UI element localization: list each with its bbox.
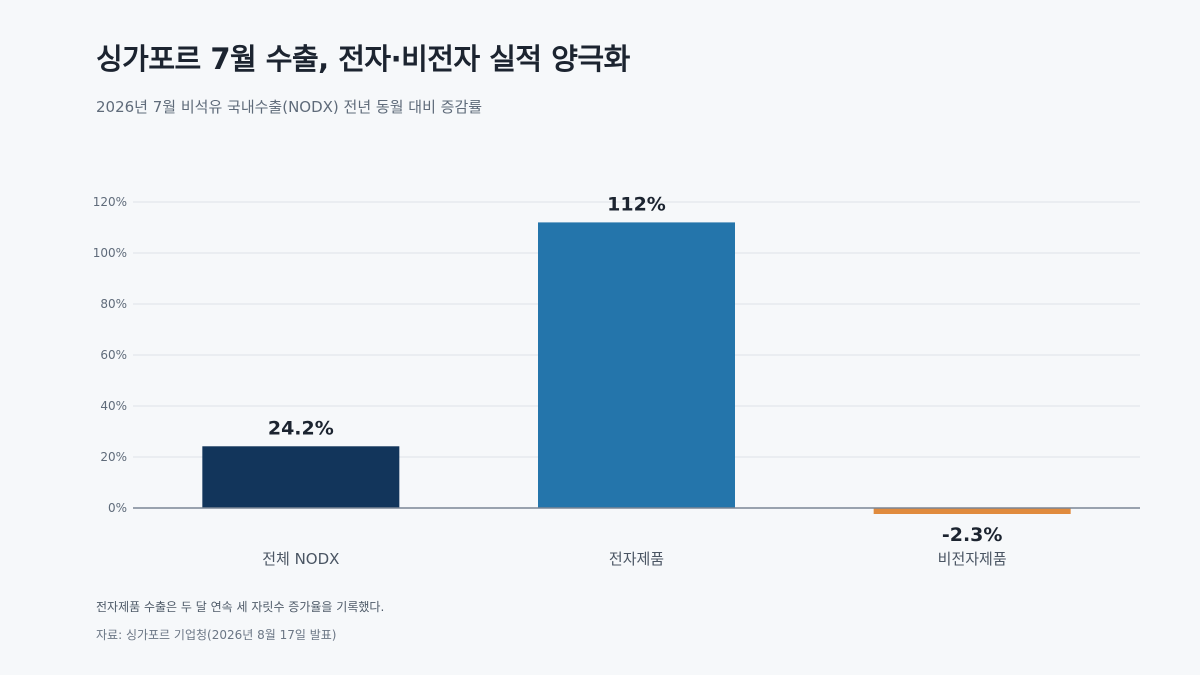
data-label: -2.3% bbox=[942, 524, 1003, 546]
category-label: 비전자제품 bbox=[938, 550, 1007, 568]
category-label: 전자제품 bbox=[609, 550, 664, 568]
bar bbox=[538, 222, 735, 508]
y-tick-label: 40% bbox=[100, 399, 127, 413]
y-axis: 0% 20% 40% 60% 80% 100% 120% bbox=[93, 195, 127, 515]
y-tick-label: 60% bbox=[100, 348, 127, 362]
y-tick-label: 120% bbox=[93, 195, 127, 209]
chart-source: 자료: 싱가포르 기업청(2026년 8월 17일 발표) bbox=[96, 628, 337, 642]
category-label: 전체 NODX bbox=[262, 550, 339, 568]
bar bbox=[873, 508, 1071, 514]
chart-subtitle: 2026년 7월 비석유 국내수출(NODX) 전년 동월 대비 증감률 bbox=[96, 98, 483, 116]
y-tick-label: 20% bbox=[100, 450, 127, 464]
bar bbox=[202, 446, 400, 508]
data-label: 112% bbox=[607, 193, 666, 215]
y-tick-label: 80% bbox=[100, 297, 127, 311]
chart-note: 전자제품 수출은 두 달 연속 세 자릿수 증가율을 기록했다. bbox=[96, 600, 385, 614]
bars bbox=[202, 222, 1071, 514]
y-tick-label: 100% bbox=[93, 246, 127, 260]
data-label: 24.2% bbox=[268, 417, 334, 439]
chart-title: 싱가포르 7월 수출, 전자·비전자 실적 양극화 bbox=[96, 42, 630, 76]
labels: 24.2% 전체 NODX 112% 전자제품 -2.3% 비전자제품 bbox=[262, 193, 1006, 568]
y-tick-label: 0% bbox=[108, 501, 127, 515]
